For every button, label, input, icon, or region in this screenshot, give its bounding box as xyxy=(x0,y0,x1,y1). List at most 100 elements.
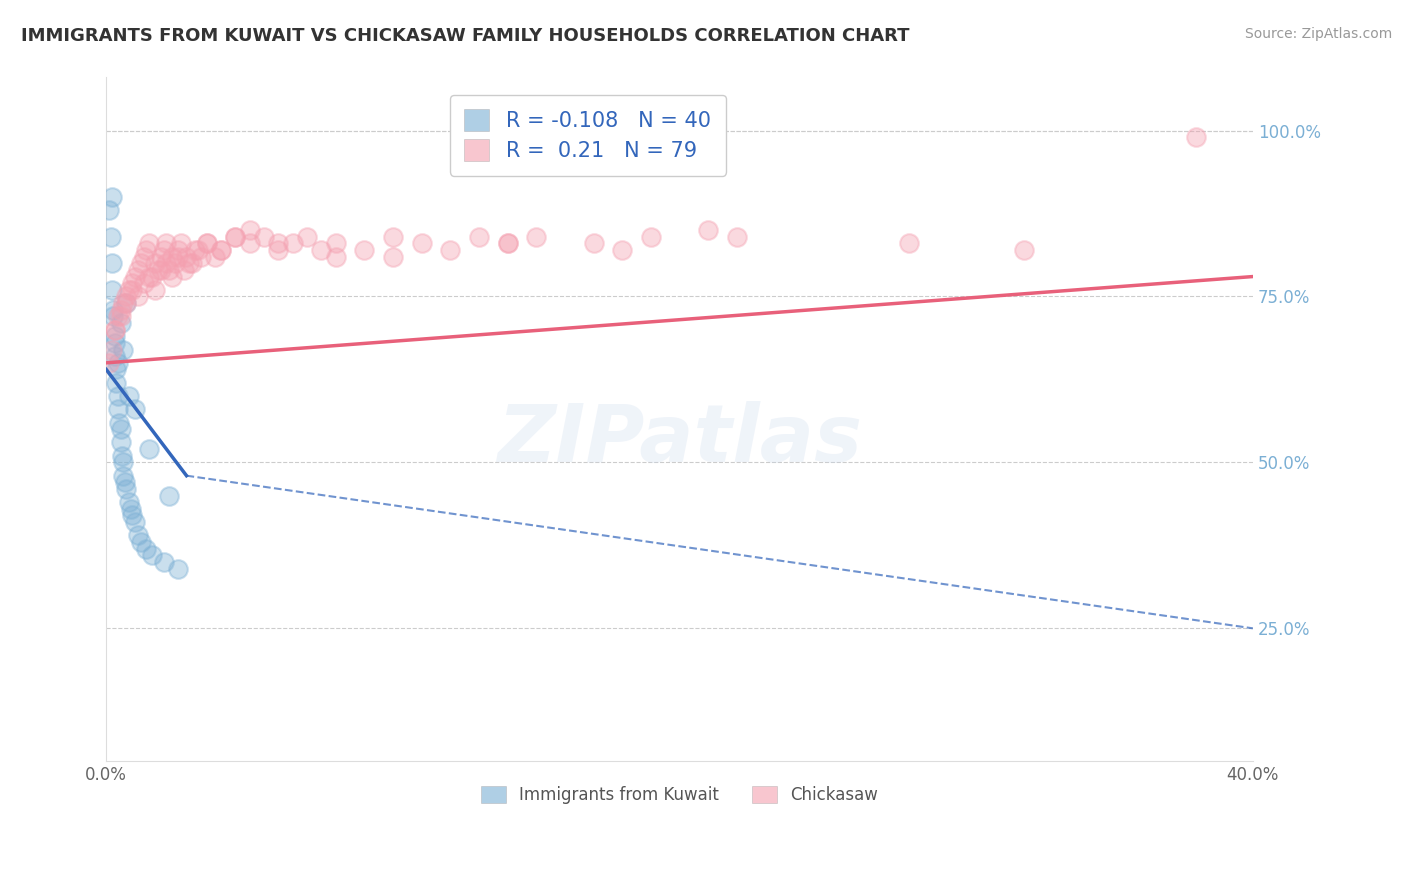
Point xyxy=(640,229,662,244)
Text: ZIPatlas: ZIPatlas xyxy=(498,401,862,479)
Point xyxy=(104,323,127,337)
Point xyxy=(107,356,129,370)
Point xyxy=(149,250,172,264)
Point xyxy=(124,515,146,529)
Point xyxy=(582,236,605,251)
Point xyxy=(155,256,177,270)
Point xyxy=(121,283,143,297)
Point xyxy=(103,302,125,317)
Point xyxy=(118,495,141,509)
Point xyxy=(138,236,160,251)
Point xyxy=(897,236,920,251)
Point xyxy=(138,269,160,284)
Point xyxy=(253,229,276,244)
Point xyxy=(176,250,198,264)
Point xyxy=(105,362,128,376)
Point xyxy=(325,250,347,264)
Point xyxy=(496,236,519,251)
Point xyxy=(524,229,547,244)
Point xyxy=(103,310,125,324)
Point xyxy=(118,389,141,403)
Point xyxy=(121,276,143,290)
Point xyxy=(155,236,177,251)
Point xyxy=(1184,130,1206,145)
Point xyxy=(173,263,195,277)
Point xyxy=(187,243,209,257)
Point xyxy=(112,296,135,310)
Point xyxy=(127,263,149,277)
Point xyxy=(267,236,290,251)
Point xyxy=(127,528,149,542)
Point xyxy=(132,250,155,264)
Point xyxy=(281,236,304,251)
Point xyxy=(170,236,193,251)
Point xyxy=(179,256,201,270)
Point xyxy=(184,243,207,257)
Point xyxy=(101,343,124,357)
Point xyxy=(118,283,141,297)
Point xyxy=(104,349,127,363)
Point xyxy=(104,329,127,343)
Point xyxy=(132,276,155,290)
Point xyxy=(112,468,135,483)
Point xyxy=(204,250,226,264)
Point xyxy=(101,283,124,297)
Point xyxy=(167,250,190,264)
Point xyxy=(110,422,132,436)
Point xyxy=(101,190,124,204)
Point xyxy=(101,256,124,270)
Point xyxy=(157,263,180,277)
Point xyxy=(115,296,138,310)
Point xyxy=(190,250,212,264)
Point xyxy=(129,256,152,270)
Point xyxy=(115,482,138,496)
Point xyxy=(110,316,132,330)
Point xyxy=(143,256,166,270)
Point xyxy=(112,343,135,357)
Point xyxy=(381,250,404,264)
Point xyxy=(114,475,136,490)
Text: Source: ZipAtlas.com: Source: ZipAtlas.com xyxy=(1244,27,1392,41)
Point xyxy=(309,243,332,257)
Point xyxy=(167,561,190,575)
Point xyxy=(295,229,318,244)
Point xyxy=(697,223,720,237)
Point xyxy=(152,555,174,569)
Point xyxy=(146,263,169,277)
Point xyxy=(112,455,135,469)
Point xyxy=(138,442,160,457)
Point xyxy=(238,223,260,237)
Point xyxy=(468,229,491,244)
Point xyxy=(124,402,146,417)
Point xyxy=(325,236,347,251)
Point xyxy=(381,229,404,244)
Point xyxy=(725,229,748,244)
Point xyxy=(110,435,132,450)
Point xyxy=(224,229,246,244)
Point xyxy=(195,236,218,251)
Point xyxy=(111,449,134,463)
Point xyxy=(98,356,121,370)
Point xyxy=(107,402,129,417)
Point xyxy=(100,229,122,244)
Point xyxy=(167,243,190,257)
Point xyxy=(439,243,461,257)
Point xyxy=(496,236,519,251)
Point xyxy=(163,256,186,270)
Point xyxy=(160,250,183,264)
Point xyxy=(224,229,246,244)
Point xyxy=(195,236,218,251)
Point xyxy=(411,236,433,251)
Point xyxy=(104,323,127,337)
Point xyxy=(238,236,260,251)
Point xyxy=(108,416,131,430)
Point xyxy=(143,283,166,297)
Point xyxy=(121,508,143,523)
Point xyxy=(152,243,174,257)
Point xyxy=(135,243,157,257)
Point xyxy=(209,243,232,257)
Point xyxy=(124,269,146,284)
Point xyxy=(267,243,290,257)
Point xyxy=(127,289,149,303)
Point xyxy=(141,269,163,284)
